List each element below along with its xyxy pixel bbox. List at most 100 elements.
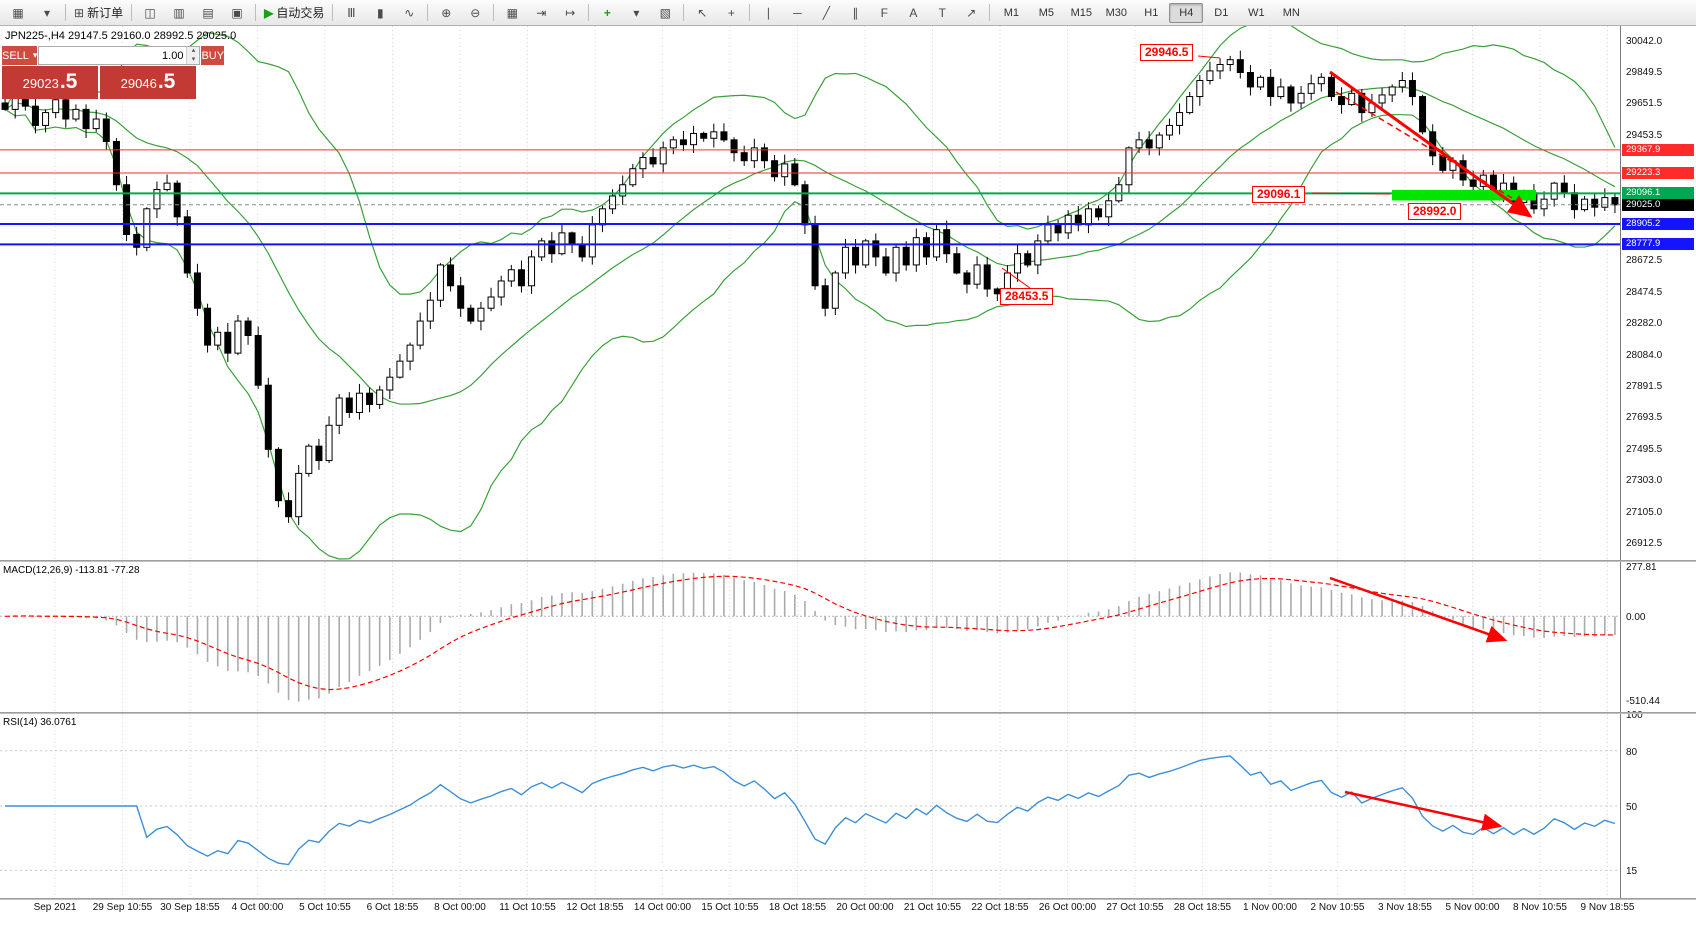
price-axis-tick: 26912.5 [1626, 537, 1663, 549]
trendline-button[interactable]: ╱ [812, 2, 840, 24]
chart-shift-button[interactable]: ↦ [556, 2, 584, 24]
price-axis-tick: 27105.0 [1626, 506, 1663, 518]
text-button[interactable]: A [899, 2, 927, 24]
toolbar-separator [588, 4, 590, 21]
macd-axis-tick: 277.81 [1626, 562, 1657, 573]
market-watch-button[interactable]: ◫ [136, 2, 164, 24]
timeframe-w1[interactable]: W1 [1248, 6, 1265, 19]
templates-button[interactable]: ▧ [651, 2, 679, 24]
zoom-out-button[interactable]: ⊖ [461, 2, 489, 24]
chart-shift-button-icon: ↦ [565, 5, 576, 20]
text-label-button[interactable]: T [928, 2, 956, 24]
fibonacci-button-icon: F [880, 5, 888, 20]
toolbar: ▦ ▾ ⊞ 新订单 ◫ ▥ ▤ ▣ ▶ 自动交易 Ⅲ ▮ ∿ ⊕ ⊖ ▦ ⇥ ↦ + ▾ ▧ ↖ + ∣ ─ ╱ ∥ F A T ↗ M1 M5… [0, 0, 1696, 26]
sell-header[interactable]: SELL ▾ [2, 46, 38, 65]
time-axis-label: 6 Oct 18:55 [366, 902, 419, 913]
time-axis-label: 8 Oct 00:00 [434, 902, 486, 913]
new-order-button-label: 新订单 [87, 6, 124, 20]
rsi-panel[interactable] [0, 714, 1620, 898]
timeframe-m15[interactable]: M15 [1070, 6, 1093, 19]
auto-scroll-button-icon: ⇥ [536, 5, 547, 20]
autotrading-button-label: 自动交易 [276, 6, 325, 20]
time-axis-label: 30 Sep 18:55 [160, 902, 220, 913]
time-axis-label: 12 Oct 18:55 [566, 902, 624, 913]
buy-price: 29046 [120, 76, 157, 91]
volume-up-button[interactable]: ▴ [187, 47, 200, 56]
toolbar-separator [65, 4, 66, 21]
sell-price-fraction: .5 [59, 70, 78, 93]
panel-separator[interactable] [0, 560, 1696, 562]
volume-box: ▴ ▾ [38, 46, 201, 65]
timeframe-m30[interactable]: M30 [1105, 6, 1128, 19]
zoom-in-button[interactable]: ⊕ [432, 2, 460, 24]
vertical-line-button[interactable]: ∣ [754, 2, 782, 24]
terminal-button[interactable]: ▣ [223, 2, 251, 24]
autotrading-button[interactable]: ▶ 自动交易 [260, 2, 328, 24]
time-axis-label: 26 Oct 00:00 [1038, 902, 1097, 913]
arrows-button[interactable]: ↗ [957, 2, 985, 24]
price-chart[interactable] [0, 26, 1620, 560]
chart-title: JPN225-,H4 29147.5 29160.0 28992.5 29025… [5, 30, 237, 42]
toolbar-separator [332, 4, 334, 21]
periods-dropdown[interactable]: ▾ [622, 2, 650, 24]
templates-button-icon: ▧ [659, 5, 671, 20]
price-axis-tick: 28282.0 [1626, 317, 1663, 329]
price-annotation: 28453.5 [1000, 288, 1054, 305]
auto-scroll-button[interactable]: ⇥ [527, 2, 555, 24]
volume-input[interactable] [39, 47, 187, 64]
timeframe-m1[interactable]: M1 [1003, 6, 1019, 19]
price-axis-label: 28905.2 [1622, 218, 1694, 230]
cursor-button[interactable]: ↖ [688, 2, 716, 24]
toolbar-separator [427, 4, 429, 21]
time-axis-label: 27 Oct 10:55 [1106, 902, 1164, 913]
tile-windows-button[interactable]: ▦ [498, 2, 526, 24]
data-window-button[interactable]: ▥ [165, 2, 193, 24]
navigator-button[interactable]: ▤ [194, 2, 222, 24]
price-axis-label: 29096.1 [1622, 187, 1694, 200]
time-axis-label: 21 Oct 10:55 [903, 902, 962, 913]
price-axis-label: 28777.9 [1622, 238, 1694, 251]
sell-button[interactable]: 29023.5 [2, 66, 98, 99]
buy-button[interactable]: 29046.5 [100, 66, 196, 99]
candlestick-chart-button[interactable]: ▮ [366, 2, 394, 24]
text-label-button-icon: T [938, 5, 946, 20]
timeframe-d1[interactable]: D1 [1214, 6, 1229, 19]
channel-button[interactable]: ∥ [841, 2, 869, 24]
line-chart-button-icon: ∿ [404, 5, 415, 20]
rsi-axis-tick: 100 [1626, 710, 1643, 721]
price-axis-tick: 27693.5 [1626, 412, 1663, 424]
volume-down-button[interactable]: ▾ [187, 55, 200, 64]
price-annotation: 29946.5 [1140, 44, 1194, 61]
price-axis-tick: 28474.5 [1626, 287, 1663, 299]
line-chart-button[interactable]: ∿ [395, 2, 423, 24]
time-axis-label: 14 Oct 00:00 [633, 902, 692, 913]
macd-label: MACD(12,26,9) -113.81 -77.28 [3, 565, 140, 576]
new-chart-button[interactable]: ▦ [4, 2, 32, 24]
toolbar-separator [493, 4, 495, 21]
new-order-button[interactable]: ⊞ 新订单 [70, 2, 127, 24]
time-axis-label: 9 Nov 18:55 [1580, 902, 1635, 913]
panel-separator[interactable] [0, 898, 1696, 900]
toolbar-separator [131, 4, 133, 21]
toolbar-separator [255, 4, 257, 21]
one-click-trading-panel: SELL ▾ ▴ ▾ BUY 29023.5 [2, 46, 225, 99]
fibonacci-button[interactable]: F [870, 2, 898, 24]
time-axis-label: Sep 2021 [33, 902, 77, 913]
new-chart-dropdown[interactable]: ▾ [33, 2, 61, 24]
buy-header[interactable]: BUY [201, 46, 225, 65]
sell-dropdown-caret[interactable]: ▾ [32, 50, 38, 60]
timeframe-mn[interactable]: MN [1282, 6, 1300, 19]
macd-panel[interactable] [0, 562, 1620, 712]
timeframe-h1[interactable]: H1 [1144, 6, 1159, 19]
time-axis: Sep 2021 29 Sep 10:55 30 Sep 18:55 4 Oct 00… [0, 900, 1635, 918]
price-annotation: 29096.1 [1252, 186, 1306, 203]
panel-separator[interactable] [0, 712, 1696, 714]
price-axis-tick: 29849.5 [1626, 66, 1663, 78]
bar-chart-button[interactable]: Ⅲ [337, 2, 365, 24]
horizontal-line-button[interactable]: ─ [783, 2, 811, 24]
timeframe-m5[interactable]: M5 [1038, 6, 1054, 19]
indicators-button[interactable]: + [593, 2, 621, 24]
crosshair-button[interactable]: + [717, 2, 745, 24]
timeframe-h4[interactable]: H4 [1169, 2, 1204, 23]
